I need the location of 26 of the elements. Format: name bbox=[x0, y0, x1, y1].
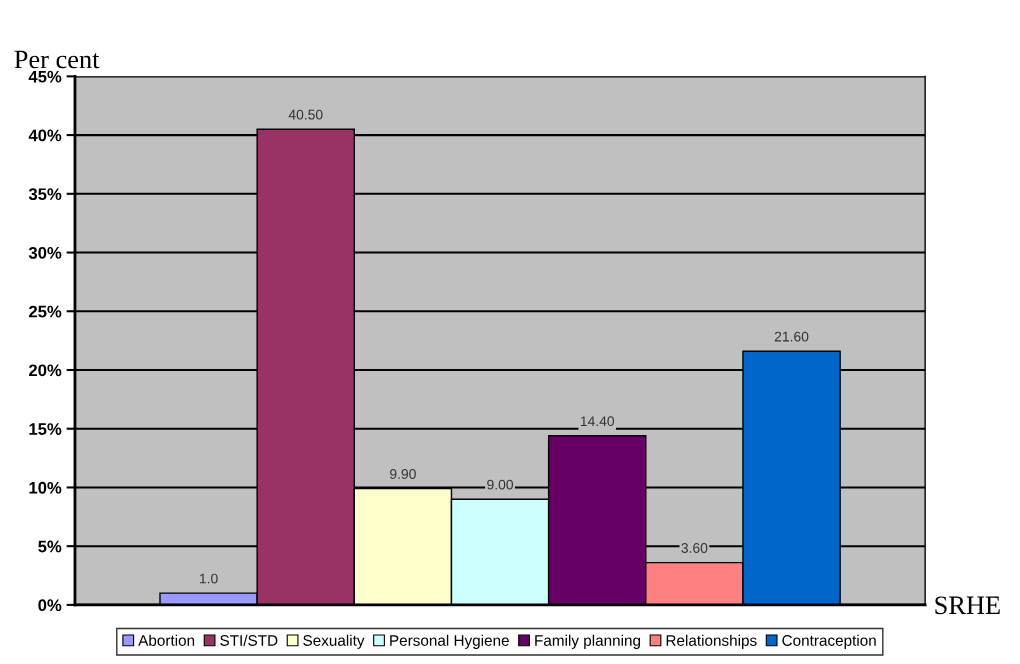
y-tick-label: 0% bbox=[38, 599, 62, 612]
y-tick-label: 5% bbox=[38, 540, 62, 553]
y-tick-label: 20% bbox=[29, 364, 62, 377]
legend-label: Sexuality bbox=[303, 634, 365, 649]
legend-label: Contraception bbox=[782, 634, 876, 649]
y-tick-label: 10% bbox=[29, 481, 62, 494]
y-tick-label: 25% bbox=[29, 305, 62, 318]
data-label: 1.0 bbox=[199, 573, 218, 584]
y-tick-label: 45% bbox=[28, 70, 62, 83]
data-label: 14.40 bbox=[580, 416, 615, 427]
y-axis-title: Per cent bbox=[14, 50, 100, 69]
legend-label: Family planning bbox=[535, 634, 641, 649]
data-label: 40.50 bbox=[288, 109, 323, 120]
legend-label: Personal Hygiene bbox=[390, 634, 509, 649]
legend-label: Abortion bbox=[138, 634, 195, 646]
data-label: 21.60 bbox=[774, 331, 809, 342]
data-label: 9.90 bbox=[390, 469, 416, 479]
data-label: 9.00 bbox=[487, 479, 514, 490]
data-label: 3.60 bbox=[681, 543, 708, 553]
x-axis-title: SRHE bbox=[935, 596, 1000, 615]
y-tick-label: 40% bbox=[28, 129, 62, 142]
y-tick-label: 30% bbox=[28, 246, 62, 259]
legend-label: STI/STD bbox=[220, 634, 278, 646]
y-tick-label: 35% bbox=[28, 188, 62, 201]
y-tick-label: 15% bbox=[29, 423, 62, 435]
legend-label: Relationships bbox=[666, 634, 757, 649]
